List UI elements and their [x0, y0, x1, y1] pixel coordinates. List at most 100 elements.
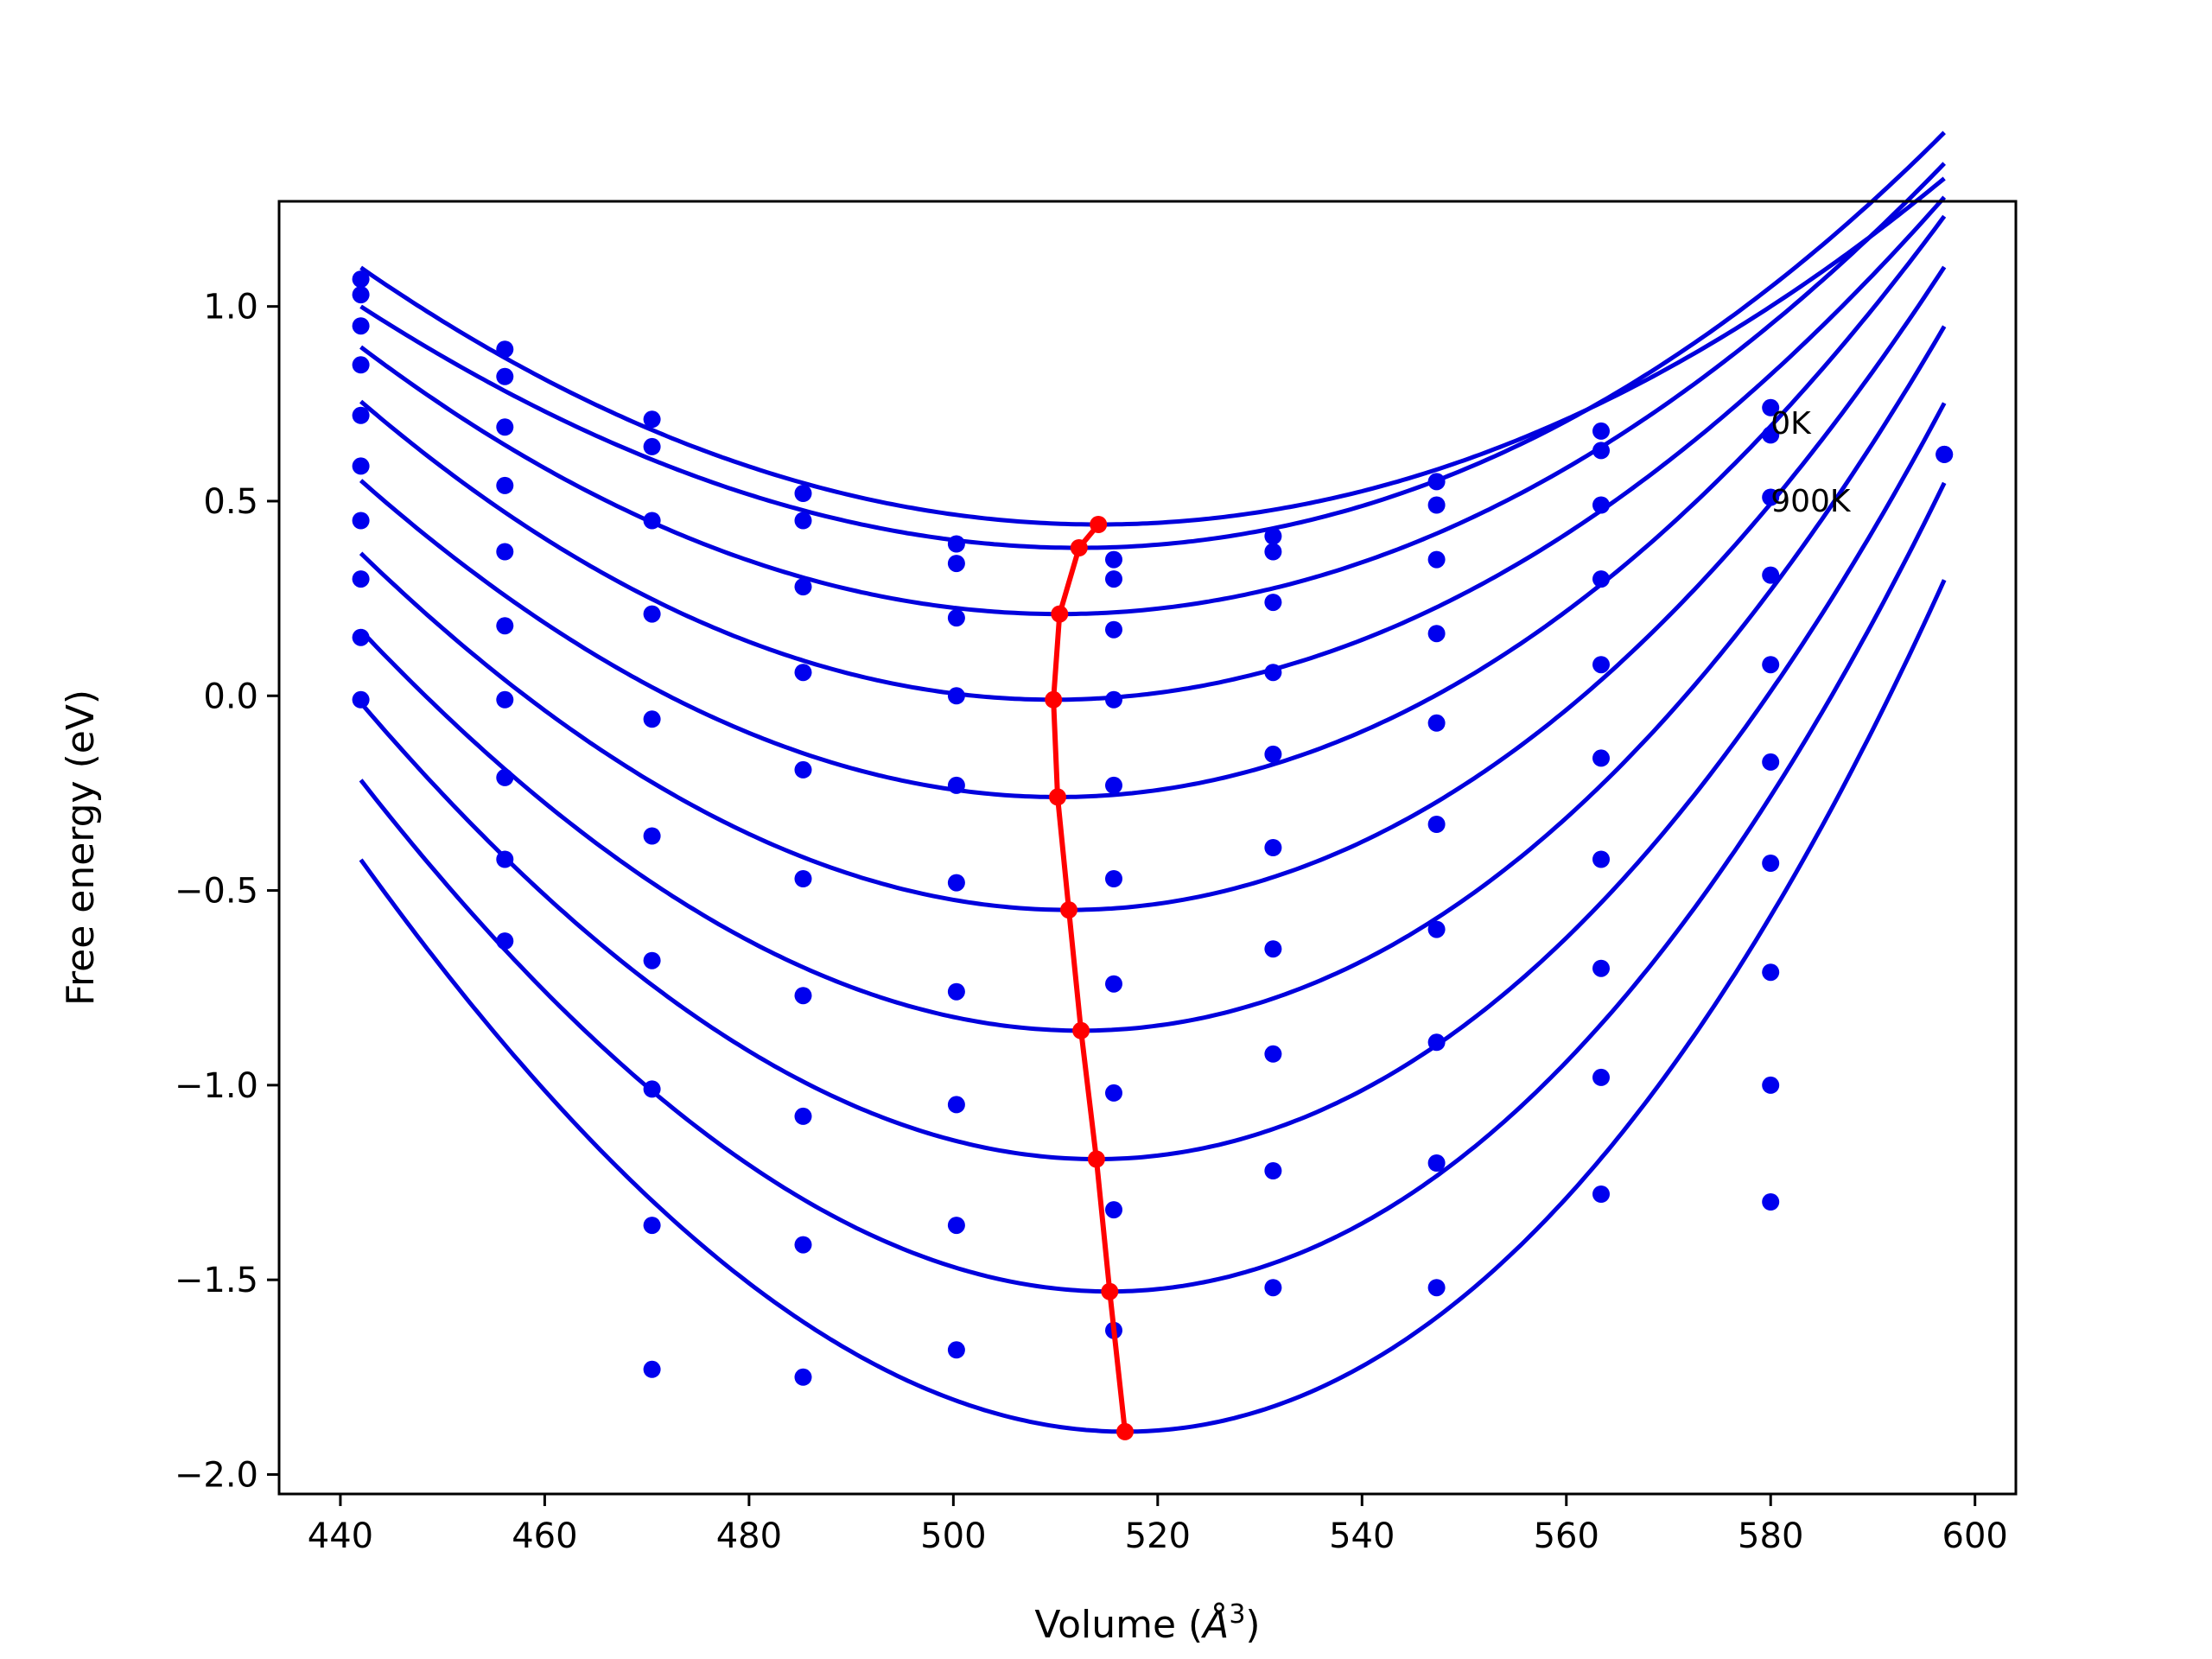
fit-curve-1 — [359, 176, 1946, 527]
minima-point — [1045, 690, 1063, 709]
y-tick-label: −1.0 — [175, 1066, 258, 1106]
data-point — [496, 367, 514, 385]
y-axis-label: Free energy (eV) — [59, 690, 103, 1006]
x-tick-label: 540 — [1329, 1516, 1395, 1556]
data-point — [947, 555, 965, 573]
y-tick-label: −1.5 — [175, 1261, 258, 1300]
data-point — [1592, 850, 1610, 868]
data-point — [352, 270, 370, 289]
data-point — [794, 760, 812, 779]
data-point — [947, 687, 965, 705]
fit-curve-4 — [359, 195, 1947, 702]
data-point — [1427, 714, 1446, 732]
data-point — [1762, 963, 1780, 982]
data-point — [947, 609, 965, 627]
data-point — [1592, 570, 1610, 588]
data-point — [643, 410, 661, 429]
data-point — [1105, 975, 1122, 993]
data-point — [1592, 749, 1610, 767]
data-point — [794, 664, 812, 682]
data-point — [1762, 398, 1780, 416]
plot-frame — [277, 200, 2018, 1496]
data-point — [947, 1096, 965, 1114]
data-point — [1427, 625, 1446, 643]
fit-curve-8 — [359, 402, 1947, 1161]
fit-curve-6 — [359, 265, 1947, 912]
data-point — [1427, 1033, 1446, 1052]
data-point — [1592, 1185, 1610, 1203]
data-point — [496, 543, 514, 561]
data-point — [1427, 1154, 1446, 1172]
data-point — [947, 776, 965, 794]
x-tick-label: 460 — [512, 1516, 577, 1556]
data-point — [496, 418, 514, 436]
data-point — [496, 617, 514, 635]
fit-curve-2 — [359, 130, 1946, 550]
data-point — [794, 1236, 812, 1254]
data-point — [1264, 543, 1282, 561]
data-point — [643, 512, 661, 530]
data-point — [1264, 527, 1282, 545]
data-point — [496, 850, 514, 868]
data-point — [1592, 496, 1610, 514]
minima-point — [1090, 516, 1108, 533]
data-point — [947, 982, 965, 1001]
minima-point — [1051, 605, 1069, 623]
minima-point — [1087, 1150, 1105, 1168]
data-point — [352, 690, 370, 709]
data-point — [643, 710, 661, 728]
minima-point — [1060, 901, 1077, 919]
data-point — [1264, 940, 1282, 958]
data-point — [1427, 550, 1446, 569]
data-point — [1264, 594, 1282, 612]
fit-curve-10 — [359, 579, 1947, 1434]
x-tick-label: 500 — [920, 1516, 986, 1556]
data-point — [1762, 488, 1780, 506]
data-point — [1427, 1279, 1446, 1297]
data-point — [1592, 422, 1610, 440]
data-point — [1105, 690, 1122, 709]
data-point — [496, 932, 514, 950]
data-point — [1105, 776, 1122, 794]
data-points — [352, 270, 1954, 1386]
data-point — [643, 1217, 661, 1235]
data-point — [352, 457, 370, 475]
minima-series — [1045, 516, 1134, 1440]
x-axis-ticks: 440 460 480 500 520 540 560 580 600 — [308, 1494, 2008, 1556]
data-point — [1105, 1201, 1122, 1219]
data-point — [352, 628, 370, 646]
minima-point — [1101, 1282, 1119, 1300]
data-point — [352, 356, 370, 374]
data-point — [794, 512, 812, 530]
data-point — [496, 340, 514, 359]
data-point — [643, 951, 661, 969]
data-point — [1762, 1076, 1780, 1094]
fit-curve-5 — [359, 214, 1947, 799]
fit-curve-9 — [359, 481, 1947, 1294]
x-tick-label: 480 — [716, 1516, 782, 1556]
data-point — [496, 690, 514, 709]
data-point — [1592, 656, 1610, 674]
fit-curves — [359, 130, 1947, 1434]
annotation-label: 900K — [1770, 484, 1852, 519]
data-point — [1592, 959, 1610, 977]
data-point — [1264, 745, 1282, 763]
minima-point — [1070, 539, 1088, 556]
data-point — [794, 485, 812, 502]
data-point — [496, 476, 514, 494]
fit-curve-7 — [359, 325, 1947, 1033]
data-point — [1762, 855, 1780, 872]
y-tick-label: −2.0 — [175, 1455, 258, 1495]
x-tick-label: 580 — [1738, 1516, 1803, 1556]
annotation-label: 0K — [1770, 406, 1812, 442]
data-point — [496, 768, 514, 786]
x-tick-label: 560 — [1534, 1516, 1599, 1556]
data-point — [1105, 570, 1122, 588]
data-point — [1427, 496, 1446, 514]
data-point — [1264, 664, 1282, 682]
data-point — [1105, 550, 1122, 569]
data-point — [794, 578, 812, 596]
y-tick-label: −0.5 — [175, 872, 258, 912]
y-tick-label: 1.0 — [203, 288, 258, 327]
